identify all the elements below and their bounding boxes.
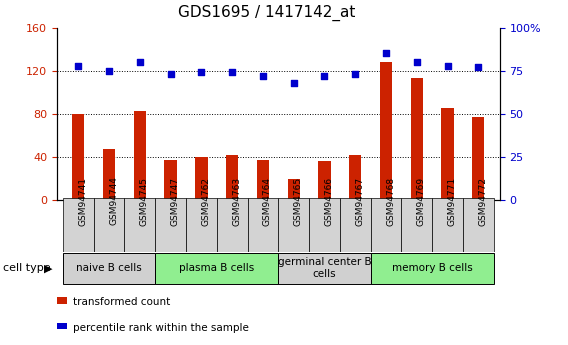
Bar [226, 155, 239, 200]
Point [105, 68, 114, 73]
Bar [72, 114, 85, 200]
Text: ▶: ▶ [44, 264, 52, 273]
Point [443, 63, 452, 68]
Text: GSM94741: GSM94741 [78, 177, 87, 226]
Bar [411, 78, 423, 200]
Text: GSM94764: GSM94764 [263, 177, 272, 226]
Text: GDS1695 / 1417142_at: GDS1695 / 1417142_at [178, 5, 356, 21]
Text: plasma B cells: plasma B cells [179, 263, 254, 273]
Point [166, 71, 175, 77]
Text: GSM94744: GSM94744 [109, 177, 118, 226]
Bar [257, 160, 269, 200]
Text: naive B cells: naive B cells [76, 263, 142, 273]
FancyBboxPatch shape [63, 253, 155, 284]
Point [412, 59, 421, 65]
Point [350, 71, 360, 77]
Text: memory B cells: memory B cells [392, 263, 473, 273]
FancyBboxPatch shape [309, 198, 340, 252]
FancyBboxPatch shape [248, 198, 278, 252]
Text: percentile rank within the sample: percentile rank within the sample [73, 323, 249, 333]
FancyBboxPatch shape [463, 198, 494, 252]
Text: cell type: cell type [3, 264, 51, 273]
Text: germinal center B
cells: germinal center B cells [278, 257, 371, 279]
Bar [318, 161, 331, 200]
Point [320, 73, 329, 79]
FancyBboxPatch shape [63, 198, 94, 252]
Text: GSM94762: GSM94762 [202, 177, 210, 226]
FancyBboxPatch shape [370, 198, 402, 252]
Bar [165, 160, 177, 200]
Text: GSM94765: GSM94765 [294, 177, 303, 226]
FancyBboxPatch shape [432, 198, 463, 252]
Text: GSM94763: GSM94763 [232, 177, 241, 226]
Bar [380, 62, 392, 200]
Point [74, 63, 83, 68]
Text: GSM94747: GSM94747 [170, 177, 179, 226]
FancyBboxPatch shape [155, 198, 186, 252]
Bar [287, 179, 300, 200]
Point [289, 80, 298, 86]
Point [474, 65, 483, 70]
Point [197, 70, 206, 75]
FancyBboxPatch shape [340, 198, 370, 252]
FancyBboxPatch shape [124, 198, 155, 252]
FancyBboxPatch shape [155, 253, 278, 284]
Text: GSM94769: GSM94769 [417, 177, 426, 226]
Point [258, 73, 268, 79]
FancyBboxPatch shape [217, 198, 248, 252]
FancyBboxPatch shape [278, 198, 309, 252]
FancyBboxPatch shape [402, 198, 432, 252]
Text: GSM94745: GSM94745 [140, 177, 149, 226]
FancyBboxPatch shape [278, 253, 370, 284]
FancyBboxPatch shape [186, 198, 217, 252]
Text: GSM94766: GSM94766 [324, 177, 333, 226]
Text: transformed count: transformed count [73, 297, 170, 307]
Point [228, 70, 237, 75]
Text: GSM94768: GSM94768 [386, 177, 395, 226]
Point [135, 59, 144, 65]
Bar [195, 157, 207, 200]
Point [382, 51, 391, 56]
Bar [103, 149, 115, 200]
Bar [441, 108, 454, 200]
FancyBboxPatch shape [370, 253, 494, 284]
Bar [472, 117, 485, 200]
Text: GSM94771: GSM94771 [448, 177, 457, 226]
Bar [133, 111, 146, 200]
Text: GSM94772: GSM94772 [478, 177, 487, 226]
Text: GSM94767: GSM94767 [355, 177, 364, 226]
FancyBboxPatch shape [94, 198, 124, 252]
Bar [349, 155, 361, 200]
